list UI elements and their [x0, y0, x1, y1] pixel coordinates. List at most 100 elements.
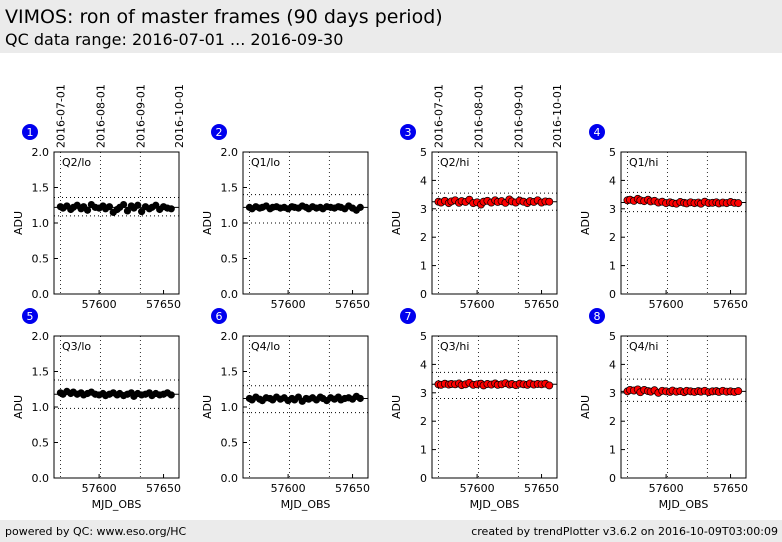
- y-tick-label: 0.0: [32, 472, 50, 485]
- y-tick-label: 1.5: [32, 182, 50, 195]
- x-tick-label: 57600: [82, 298, 117, 311]
- x-tick-label: 57600: [271, 298, 306, 311]
- y-tick-label: 4: [420, 358, 427, 371]
- date-tick-label: 2016-08-01: [472, 84, 485, 148]
- date-tick-label: 2016-09-01: [512, 84, 525, 148]
- y-tick-label: 0.0: [32, 288, 50, 301]
- y-tick-label: 3: [420, 387, 427, 400]
- data-range-subtitle: QC data range: 2016-07-01 ... 2016-09-30: [5, 30, 344, 49]
- y-tick-label: 5: [609, 330, 616, 343]
- data-point: [105, 203, 114, 211]
- y-axis-label: ADU: [12, 211, 25, 235]
- panel-number: 8: [594, 310, 601, 323]
- y-tick-label: 4: [609, 358, 616, 371]
- page-title: VIMOS: ron of master frames (90 days per…: [5, 6, 443, 28]
- header-bar: VIMOS: ron of master frames (90 days per…: [0, 0, 782, 53]
- panel-label: Q1/lo: [251, 156, 280, 169]
- y-tick-label: 2: [609, 231, 616, 244]
- y-tick-label: 0: [420, 288, 427, 301]
- y-tick-label: 0.5: [32, 253, 50, 266]
- panel-6: 6 0.0 0.5 1.0 1.5 2.0 57600 57650 ADU MJD_OBS Q4/l…: [201, 308, 370, 511]
- panel-number: 5: [27, 310, 34, 323]
- date-tick-label: 2016-08-01: [94, 84, 107, 148]
- y-tick-label: 1: [609, 260, 616, 273]
- y-tick-label: 1: [420, 444, 427, 457]
- data-point: [545, 197, 554, 206]
- y-tick-label: 0.5: [221, 253, 239, 266]
- axes-frame: [53, 335, 180, 479]
- y-tick-label: 1.0: [221, 217, 239, 230]
- y-tick-label: 2: [609, 415, 616, 428]
- x-tick-label: 57600: [271, 482, 306, 495]
- x-tick-label: 57650: [335, 482, 370, 495]
- y-tick-label: 0: [609, 288, 616, 301]
- y-tick-label: 3: [609, 203, 616, 216]
- panel-number: 2: [216, 126, 223, 139]
- y-axis-label: ADU: [201, 395, 214, 419]
- y-tick-label: 4: [609, 174, 616, 187]
- data-series: [434, 378, 554, 390]
- panel-label: Q2/lo: [62, 156, 91, 169]
- x-axis-label: MJD_OBS: [281, 498, 331, 511]
- x-tick-label: 57600: [82, 482, 117, 495]
- panel-number: 4: [594, 126, 601, 139]
- y-tick-label: 0.0: [221, 472, 239, 485]
- y-tick-label: 5: [609, 146, 616, 159]
- panel-3: 3 0 1 2 3 4 5 57600 57650 ADU Q2/hi: [390, 124, 559, 311]
- x-axis-label: MJD_OBS: [92, 498, 142, 511]
- panel-label: Q1/hi: [629, 156, 658, 169]
- y-axis-label: ADU: [12, 395, 25, 419]
- panel-2: 2 0.0 0.5 1.0 1.5 2.0 57600 57650 ADU Q1/lo: [201, 124, 370, 311]
- y-tick-label: 1.5: [32, 366, 50, 379]
- x-tick-label: 57600: [649, 482, 684, 495]
- x-tick-label: 57650: [335, 298, 370, 311]
- date-tick-label: 2016-07-01: [54, 84, 67, 148]
- data-point: [138, 208, 146, 216]
- x-tick-label: 57600: [460, 482, 495, 495]
- date-tick-label: 2016-09-01: [134, 84, 147, 148]
- footer-powered-by: powered by QC: www.eso.org/HC: [5, 525, 187, 538]
- date-tick-label: 2016-10-01: [551, 84, 564, 148]
- x-tick-label: 57650: [146, 298, 181, 311]
- y-tick-label: 5: [420, 146, 427, 159]
- panel-number-badge: [211, 124, 227, 140]
- data-point: [545, 381, 554, 390]
- footer-bar: powered by QC: www.eso.org/HC created by…: [0, 520, 782, 542]
- data-point: [356, 394, 364, 403]
- x-tick-label: 57650: [713, 298, 748, 311]
- data-point: [734, 199, 743, 208]
- y-tick-label: 1.5: [221, 366, 239, 379]
- x-tick-label: 57600: [649, 298, 684, 311]
- y-axis-label: ADU: [201, 211, 214, 235]
- y-tick-label: 3: [609, 387, 616, 400]
- data-series: [245, 202, 364, 214]
- panel-number: 7: [405, 310, 412, 323]
- y-tick-label: 3: [420, 203, 427, 216]
- panel-label: Q2/hi: [440, 156, 469, 169]
- y-tick-label: 0.0: [221, 288, 239, 301]
- axes-frame: [620, 335, 747, 479]
- axes-frame: [53, 151, 180, 295]
- data-point: [167, 391, 175, 399]
- y-tick-label: 1.0: [221, 401, 239, 414]
- panel-label: Q4/hi: [629, 340, 658, 353]
- data-point: [83, 206, 92, 214]
- y-axis-label: ADU: [390, 395, 403, 419]
- panel-label: Q3/hi: [440, 340, 469, 353]
- x-tick-label: 57650: [713, 482, 748, 495]
- y-tick-label: 2.0: [32, 146, 50, 159]
- axes-frame: [242, 335, 369, 479]
- y-tick-label: 1.0: [32, 217, 50, 230]
- x-tick-label: 57650: [524, 482, 559, 495]
- x-axis-label: MJD_OBS: [659, 498, 709, 511]
- date-tick-label: 2016-10-01: [173, 84, 186, 148]
- y-axis-label: ADU: [579, 395, 592, 419]
- y-tick-label: 5: [420, 330, 427, 343]
- y-tick-label: 1: [420, 260, 427, 273]
- panel-8: 8 0 1 2 3 4 5 57600 57650 ADU MJD_OBS Q4/hi: [579, 308, 748, 511]
- data-point: [167, 205, 175, 213]
- panel-1: 1 0.0 0.5 1.0 1.5 2.0 57600 57650 ADU Q2/lo: [12, 124, 181, 311]
- panel-label: Q4/lo: [251, 340, 280, 353]
- y-tick-label: 2.0: [221, 146, 239, 159]
- y-tick-label: 0.5: [221, 437, 239, 450]
